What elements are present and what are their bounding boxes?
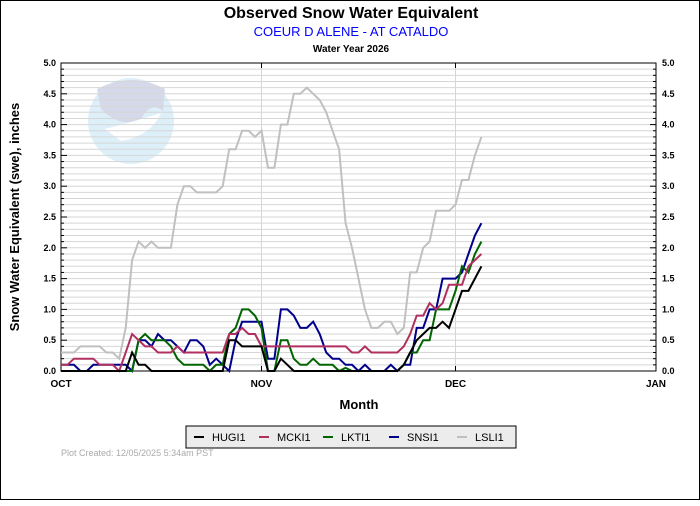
y-tick-label-right: 3.5	[662, 150, 675, 160]
x-axis-label: Month	[340, 397, 379, 412]
series-line-lkti1	[61, 241, 483, 373]
x-tick-label: DEC	[445, 379, 466, 390]
chart-subtitle: COEUR D ALENE - AT CATALDO	[254, 24, 449, 39]
x-tick-label: NOV	[251, 379, 273, 390]
series-line-mcki1	[61, 253, 483, 373]
plot-created-label: Plot Created: 12/05/2025 5:34am PST	[61, 448, 214, 458]
series-line-snsi1	[61, 222, 483, 373]
y-tick-label-left: 4.5	[43, 89, 56, 99]
y-tick-label-right: 0.0	[662, 366, 675, 376]
noaa-logo	[88, 78, 174, 164]
y-tick-label-left: 0.5	[43, 335, 56, 345]
y-tick-label-right: 2.5	[662, 212, 675, 222]
y-tick-label-right: 1.5	[662, 274, 675, 284]
y-tick-label-left: 1.0	[43, 304, 56, 314]
y-tick-label-left: 0.0	[43, 366, 56, 376]
y-tick-label-left: 4.0	[43, 120, 56, 130]
legend-label: MCKI1	[277, 432, 311, 444]
x-tick-label: OCT	[50, 379, 71, 390]
chart-title: Observed Snow Water Equivalent	[224, 5, 479, 22]
y-tick-label-right: 5.0	[662, 58, 675, 68]
legend-label: SNSI1	[407, 432, 439, 444]
series-line-hugi1	[61, 265, 483, 372]
y-tick-label-left: 3.5	[43, 150, 56, 160]
legend-label: LKTI1	[341, 432, 370, 444]
x-tick-label: JAN	[646, 379, 666, 390]
water-year-label: Water Year 2026	[313, 44, 390, 55]
series-line-lsli1	[61, 86, 483, 361]
y-tick-label-right: 4.0	[662, 120, 675, 130]
y-tick-label-right: 1.0	[662, 304, 675, 314]
y-tick-label-right: 2.0	[662, 243, 675, 253]
y-tick-label-right: 3.0	[662, 181, 675, 191]
y-tick-label-left: 2.0	[43, 243, 56, 253]
legend-box	[185, 425, 517, 449]
y-tick-label-right: 0.5	[662, 335, 675, 345]
legend-label: HUGI1	[212, 432, 246, 444]
y-tick-label-left: 2.5	[43, 212, 56, 222]
legend-label: LSLI1	[475, 432, 504, 444]
y-tick-label-left: 5.0	[43, 58, 56, 68]
y-tick-label-left: 3.0	[43, 181, 56, 191]
y-tick-label-right: 4.5	[662, 89, 675, 99]
y-tick-label-left: 1.5	[43, 274, 56, 284]
y-axis-label: Snow Water Equivalent (swe), inches	[7, 103, 22, 332]
